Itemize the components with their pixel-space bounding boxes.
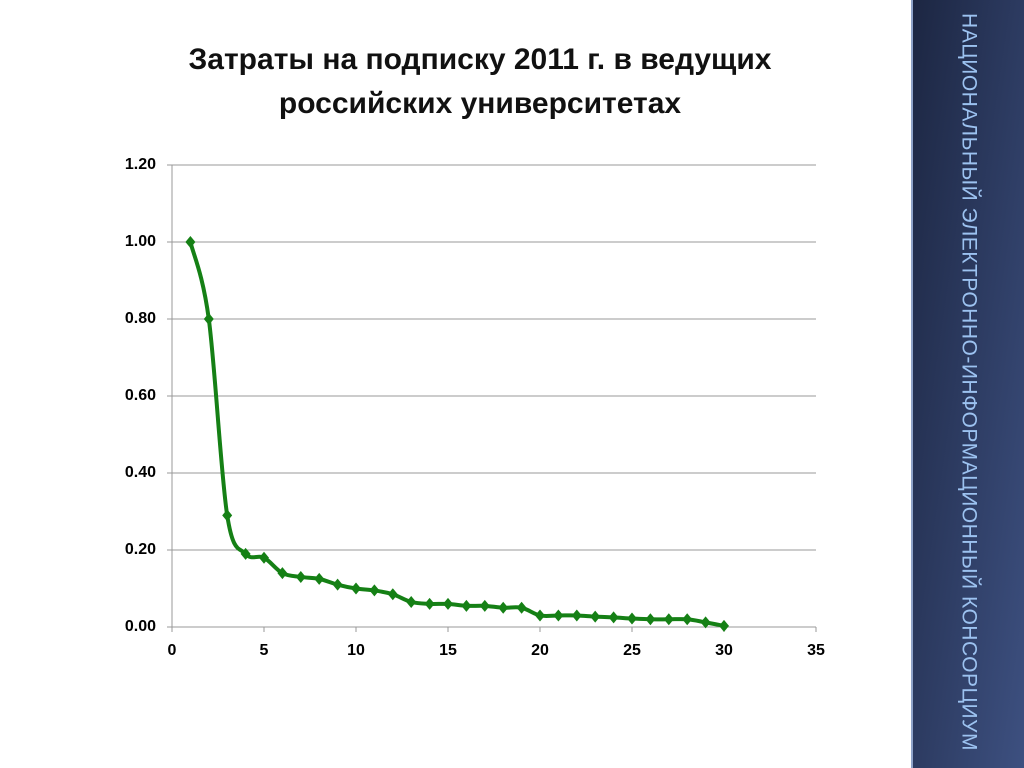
marker — [443, 597, 453, 610]
x-tick-label: 20 — [531, 642, 549, 659]
side-panel — [912, 0, 1024, 768]
marker — [682, 613, 693, 626]
marker — [590, 610, 601, 623]
x-tick-label: 5 — [260, 642, 269, 659]
marker — [295, 570, 306, 583]
marker — [700, 616, 711, 629]
marker — [222, 509, 233, 522]
y-tick-label: 1.00 — [125, 233, 156, 250]
marker — [424, 597, 435, 610]
marker — [185, 236, 196, 248]
x-tick-label: 30 — [715, 642, 733, 659]
y-tick-label: 0.60 — [125, 387, 156, 404]
y-tick-label: 1.20 — [125, 156, 156, 173]
marker — [663, 613, 674, 626]
marker — [479, 599, 490, 612]
marker — [571, 609, 582, 622]
marker — [719, 619, 729, 632]
marker — [645, 613, 656, 626]
marker — [277, 567, 288, 580]
marker — [369, 584, 380, 597]
marker — [627, 612, 637, 625]
marker — [516, 601, 527, 614]
marker — [203, 313, 214, 325]
marker — [406, 595, 417, 608]
marker — [259, 551, 269, 564]
marker — [553, 609, 564, 622]
x-tick-label: 0 — [168, 642, 177, 659]
marker — [332, 578, 343, 591]
series-line — [188, 241, 725, 628]
x-tick-label: 25 — [623, 642, 641, 659]
marker — [498, 601, 509, 614]
y-tick-label: 0.00 — [125, 618, 156, 635]
y-tick-label: 0.80 — [125, 310, 156, 327]
chart-title: Затраты на подписку 2011 г. в ведущих ро… — [188, 43, 772, 120]
marker — [608, 611, 619, 624]
marker — [314, 572, 325, 585]
marker — [461, 599, 472, 612]
x-tick-label: 10 — [347, 642, 365, 659]
side-label: НАЦИОНАЛЬНЫЙ ЭЛЕКТРОННО-ИНФОРМАЦИОННЫЙ К… — [957, 13, 981, 751]
marker — [387, 588, 398, 601]
marker — [535, 609, 545, 622]
marker — [240, 547, 251, 560]
x-tick-label: 35 — [807, 642, 825, 659]
marker — [351, 582, 361, 595]
y-tick-label: 0.40 — [125, 464, 156, 481]
x-tick-label: 15 — [439, 642, 457, 659]
y-tick-label: 0.20 — [125, 541, 156, 558]
